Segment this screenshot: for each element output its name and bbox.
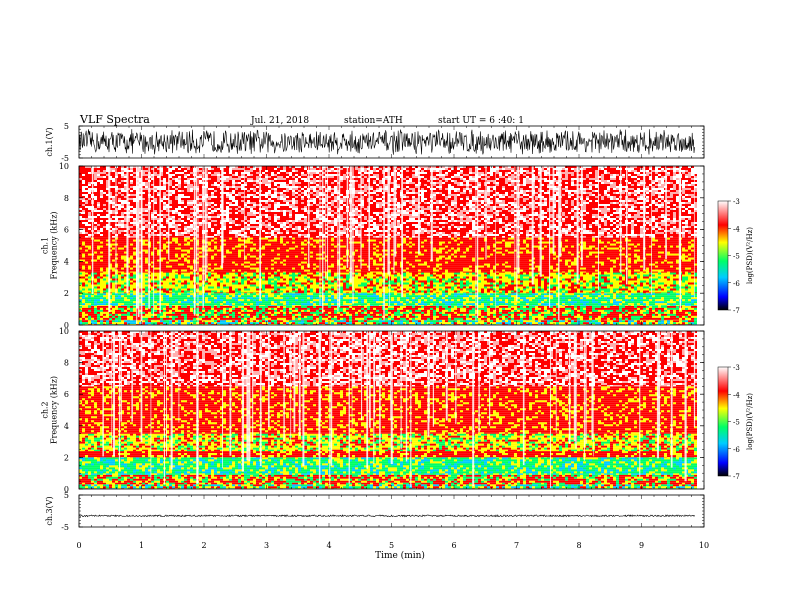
- station-label: station=ATH: [344, 116, 403, 126]
- colorbar-scale: [717, 366, 729, 477]
- y-tick-label: 0: [64, 485, 69, 494]
- y-axis-label: ch.1: [41, 237, 50, 254]
- ch1-waveform-panel: 5 -5 ch.1(V): [45, 122, 705, 163]
- panel-frame: [78, 494, 705, 528]
- waveform-trace: [78, 514, 695, 518]
- y-tick-label: 4: [64, 422, 69, 431]
- ch1-colorbar: -3 -4 -5 -6 -7 log(PSD)(V²/Hz): [717, 198, 754, 315]
- x-tick-label: 0: [76, 541, 81, 550]
- colorbar-tick-label: -3: [733, 198, 740, 206]
- x-tick-label: 2: [201, 541, 206, 550]
- date-label: Jul. 21, 2018: [250, 116, 309, 126]
- y-tick-label: 10: [59, 327, 69, 336]
- y-axis-label: ch.3(V): [45, 496, 54, 525]
- y-tick-label: 5: [64, 122, 69, 131]
- x-tick-label: 6: [451, 541, 456, 550]
- colorbar-tick-label: -5: [733, 419, 740, 427]
- colorbar-tick-label: -4: [733, 225, 740, 233]
- waveform-trace: [78, 129, 695, 155]
- y-tick-label: 2: [64, 289, 69, 298]
- x-tick-label: 1: [139, 541, 144, 550]
- y-axis-label: ch.2: [41, 401, 50, 418]
- x-tick-label: 4: [326, 541, 331, 550]
- y-axis-label: ch.1(V): [45, 127, 54, 156]
- start-ut-label: start UT = 6 :40: 1: [438, 116, 524, 126]
- x-tick-label: 5: [389, 541, 394, 550]
- ch2-spectrogram-panel: 0 2 4 6 8 10 ch.2 Frequency (kHz): [41, 327, 705, 494]
- colorbar-label: log(PSD)(V²/Hz): [746, 227, 754, 284]
- colorbar-tick-label: -5: [733, 253, 740, 261]
- x-tick-label: 7: [514, 541, 519, 550]
- colorbar-scale: [717, 200, 729, 311]
- y-tick-label: 8: [64, 194, 69, 203]
- y-tick-label: 10: [59, 162, 69, 171]
- x-tick-label: 10: [699, 541, 709, 550]
- y-axis-label: Frequency (kHz): [50, 211, 59, 279]
- y-tick-label: -5: [61, 523, 69, 532]
- y-tick-label: 6: [64, 226, 69, 235]
- x-tick-label: 3: [264, 541, 269, 550]
- ch1-spectrogram-panel: 0 2 4 6 8 10 ch.1 Frequency (kHz): [41, 162, 705, 330]
- figure-title: VLF Spectra: [79, 113, 150, 126]
- colorbar-tick-label: -3: [733, 364, 740, 372]
- y-tick-label: 0: [64, 321, 69, 330]
- colorbar-tick-label: -7: [733, 307, 740, 315]
- x-tick-label: 9: [639, 541, 644, 550]
- spectrogram-cells: [79, 331, 697, 489]
- time-axis: 0 1 2 3 4 5 6 7 8 9 10: [76, 541, 709, 550]
- y-tick-label: -5: [61, 154, 69, 163]
- time-axis-label: Time (min): [375, 550, 425, 561]
- y-tick-label: 6: [64, 390, 69, 399]
- colorbar-tick-label: -4: [733, 391, 740, 399]
- spectrogram-cells: [79, 166, 697, 325]
- y-tick-label: 2: [64, 453, 69, 462]
- ch2-colorbar: -3 -4 -5 -6 -7 log(PSD)(V²/Hz): [717, 364, 754, 481]
- ch3-waveform-panel: 5 -5 ch.3(V): [45, 491, 705, 532]
- colorbar-tick-label: -7: [733, 473, 740, 481]
- y-tick-label: 5: [64, 491, 69, 500]
- x-tick-label: 8: [576, 541, 581, 550]
- colorbar-tick-label: -6: [733, 280, 740, 288]
- colorbar-tick-label: -6: [733, 446, 740, 454]
- y-tick-label: 4: [64, 257, 69, 266]
- y-tick-label: 8: [64, 359, 69, 368]
- colorbar-label: log(PSD)(V²/Hz): [746, 393, 754, 450]
- y-axis-label: Frequency (kHz): [50, 376, 59, 444]
